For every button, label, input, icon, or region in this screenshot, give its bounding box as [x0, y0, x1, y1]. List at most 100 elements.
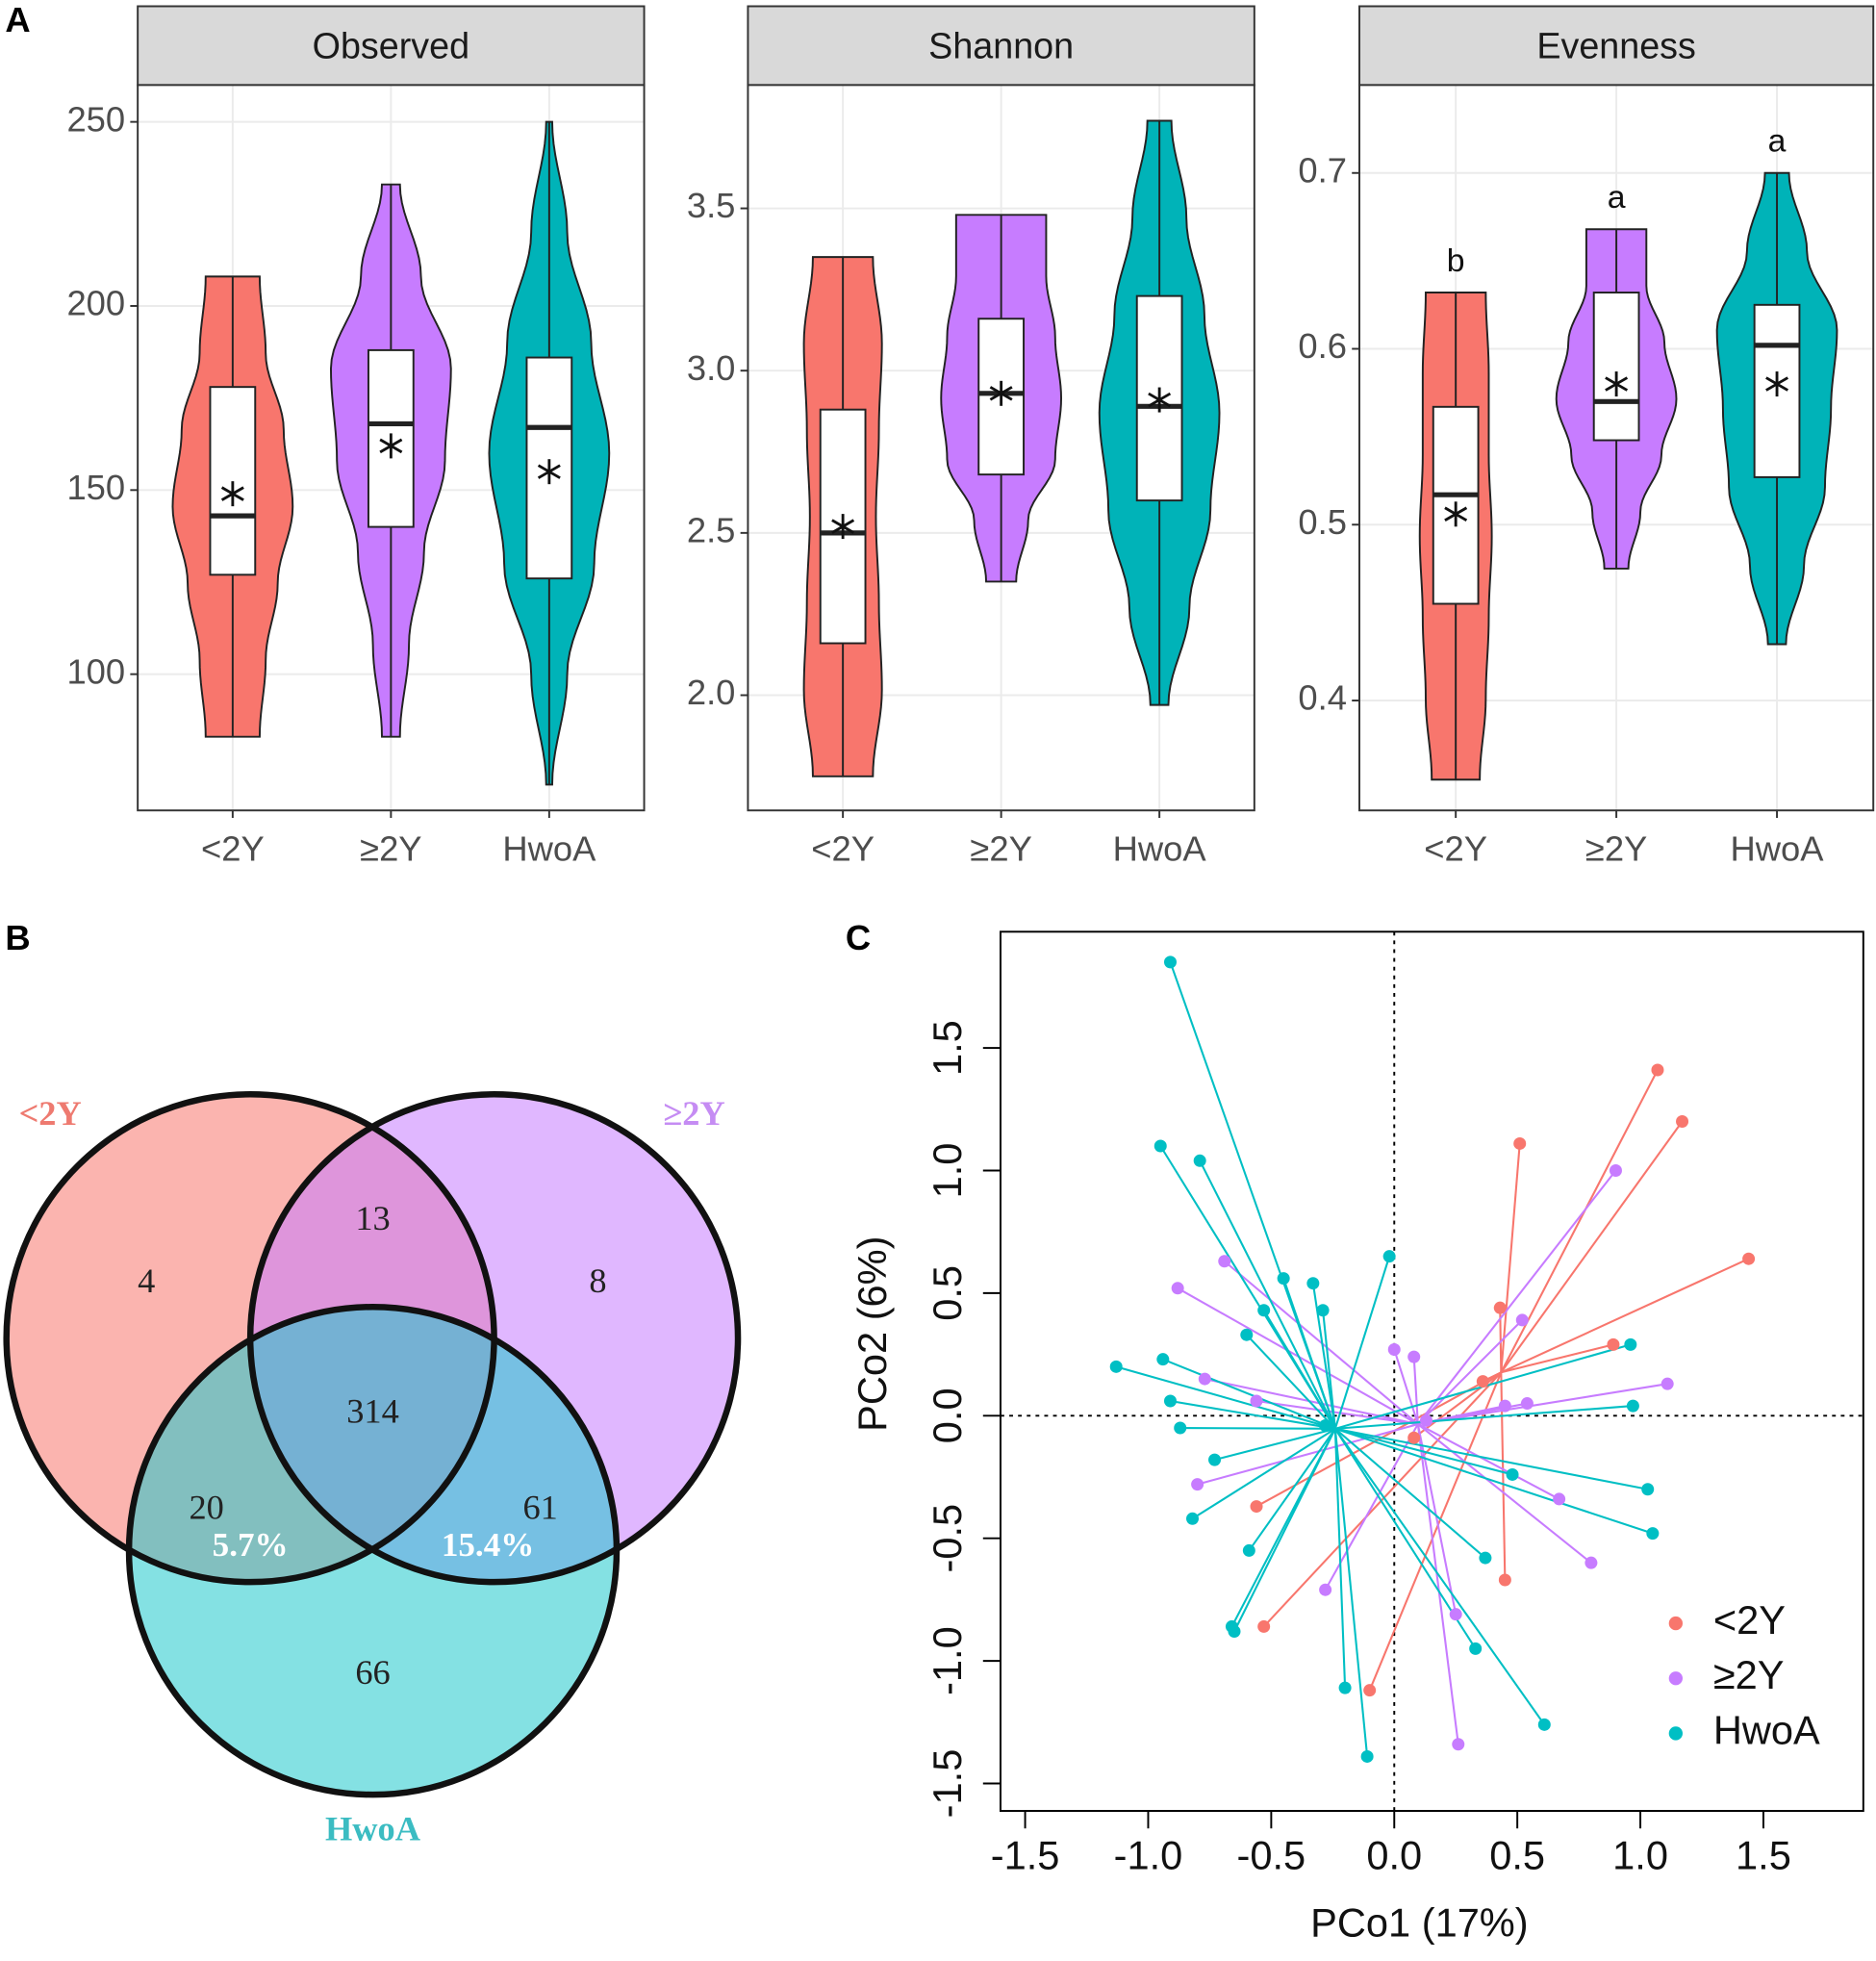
point — [1250, 1500, 1263, 1514]
mean-stroke — [989, 386, 1013, 401]
point — [1479, 1551, 1492, 1565]
mean-marker — [220, 481, 244, 507]
mean-marker — [989, 380, 1013, 406]
y-tick-label: 2.5 — [687, 510, 736, 549]
spider-line — [1416, 1423, 1458, 1615]
x-tick-label: -1.5 — [991, 1832, 1060, 1877]
point — [1171, 1282, 1184, 1295]
point — [1257, 1304, 1271, 1317]
spider-line — [1179, 1426, 1335, 1430]
spider-line — [1333, 1256, 1391, 1430]
point — [1641, 1483, 1655, 1496]
mean-marker — [831, 514, 855, 540]
spider-line — [1322, 1310, 1336, 1429]
point — [1174, 1421, 1187, 1435]
point — [1387, 1342, 1401, 1356]
spider-line — [1197, 1423, 1419, 1486]
point — [1257, 1619, 1271, 1633]
venn-set-label: ≥2Y — [663, 1094, 724, 1133]
point — [1420, 1413, 1433, 1427]
point — [1242, 1543, 1255, 1557]
mean-stroke — [1765, 376, 1789, 392]
point — [1476, 1375, 1489, 1388]
spider-line — [1199, 1159, 1336, 1430]
point — [1513, 1136, 1527, 1150]
y-tick-label: 3.5 — [687, 186, 736, 225]
point — [1250, 1394, 1263, 1408]
point — [1469, 1642, 1483, 1655]
spider-line — [1417, 1169, 1617, 1425]
point — [1626, 1399, 1639, 1413]
x-tick-label: <2Y — [201, 829, 265, 869]
y-tick-label: 0.0 — [925, 1388, 970, 1443]
spider-line — [1412, 1357, 1419, 1425]
venn-count: 20 — [189, 1488, 223, 1526]
y-tick-label: 0.5 — [1298, 502, 1347, 542]
strip — [1358, 5, 1875, 87]
venn-set-label: <2Y — [19, 1094, 82, 1133]
mean-stroke — [220, 486, 244, 501]
mean-marker — [1765, 371, 1789, 397]
spider-line — [1191, 1427, 1336, 1520]
point — [1228, 1625, 1241, 1639]
point — [1193, 1154, 1206, 1167]
spider-line — [1282, 1278, 1336, 1430]
spider-line — [1162, 1358, 1336, 1430]
point — [1363, 1684, 1377, 1697]
facet-title: Shannon — [928, 26, 1074, 66]
spider-line — [1324, 1423, 1419, 1591]
venn-outline — [125, 1303, 621, 1798]
y-tick-label: 2.0 — [687, 673, 736, 712]
spider-line — [1262, 1310, 1336, 1430]
point — [1277, 1272, 1290, 1286]
venn-count: 13 — [355, 1199, 390, 1237]
mean-stroke — [537, 464, 561, 479]
spider-line — [1248, 1428, 1336, 1552]
spider-line — [1500, 1120, 1684, 1373]
spider-line — [1500, 1143, 1521, 1373]
point — [1498, 1573, 1511, 1587]
point — [1382, 1250, 1396, 1263]
venn-percent: 15.4% — [442, 1526, 534, 1564]
significance-letter: a — [1608, 179, 1626, 216]
point — [1661, 1377, 1674, 1390]
mean-stroke — [379, 438, 403, 454]
point — [1338, 1681, 1352, 1694]
venn-percent: 5.7% — [213, 1526, 289, 1564]
point — [1240, 1328, 1254, 1341]
venn-set-label: HwoA — [325, 1809, 420, 1847]
point — [1553, 1492, 1566, 1506]
point — [1676, 1115, 1689, 1129]
point — [1609, 1163, 1622, 1177]
point — [1607, 1337, 1620, 1351]
y-tick-label: 1.0 — [925, 1143, 970, 1199]
spider-line — [1115, 1365, 1336, 1430]
y-tick-label: 0.6 — [1298, 326, 1347, 366]
point — [1520, 1397, 1534, 1411]
spider-line — [1417, 1423, 1560, 1500]
spider-line — [1334, 1427, 1648, 1490]
spider-line — [1416, 1423, 1459, 1745]
significance-letter: a — [1768, 122, 1787, 159]
x-tick-label: ≥2Y — [970, 829, 1031, 869]
spider-line — [1204, 1378, 1419, 1426]
y-tick-label: 150 — [66, 468, 125, 507]
y-tick-label: 3.0 — [687, 348, 736, 388]
panel-border — [1358, 84, 1875, 812]
spider-line — [1417, 1423, 1592, 1564]
facet-title: Evenness — [1536, 26, 1696, 66]
x-tick-label: HwoA — [1731, 829, 1825, 869]
plot-border — [1000, 930, 1864, 1813]
point — [1153, 1139, 1167, 1153]
legend-swatch — [1668, 1616, 1683, 1631]
x-tick-label: 1.5 — [1736, 1832, 1791, 1877]
point — [1191, 1478, 1204, 1491]
y-tick-label: -1.0 — [925, 1626, 970, 1695]
spider-line — [1311, 1283, 1336, 1429]
spider-line — [1501, 1343, 1614, 1374]
spider-line — [1246, 1334, 1336, 1430]
box — [209, 386, 257, 576]
mean-marker — [1605, 371, 1629, 397]
legend-swatch — [1668, 1726, 1683, 1741]
mean-marker — [1148, 387, 1172, 413]
